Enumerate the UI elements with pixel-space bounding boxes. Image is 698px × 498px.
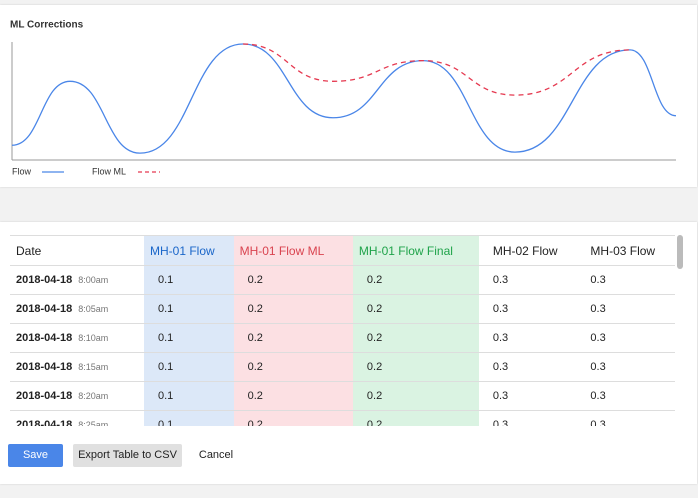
date: 2018-04-18 [16, 361, 73, 373]
time: 8:15am [78, 362, 109, 372]
table-row: 2018-04-18 8:00am 0.1 0.2 0.2 0.3 0.3 [10, 265, 675, 295]
date-cell: 2018-04-18 8:15am [10, 352, 144, 382]
value-cell: 0.3 [576, 352, 675, 382]
time: 8:10am [78, 333, 109, 343]
date-cell: 2018-04-18 8:10am [10, 323, 144, 353]
time: 8:25am [78, 420, 109, 426]
value-cell: 0.3 [576, 410, 675, 426]
value-cell: 0.2 [233, 381, 353, 411]
time: 8:05am [78, 304, 109, 314]
value-cell: 0.2 [352, 381, 479, 411]
table-row: 2018-04-18 8:15am 0.1 0.2 0.2 0.3 0.3 [10, 352, 675, 382]
table-row: 2018-04-18 8:05am 0.1 0.2 0.2 0.3 0.3 [10, 294, 675, 324]
column-header: Date [10, 235, 144, 266]
date-cell: 2018-04-18 8:20am [10, 381, 144, 411]
legend-label: Flow ML [92, 166, 126, 176]
time: 8:20am [78, 391, 109, 401]
column-header: MH-01 Flow [143, 235, 234, 266]
value-cell: 0.3 [576, 381, 675, 411]
line-series [11, 43, 677, 154]
value-cell: 0.1 [143, 410, 234, 426]
value-cell: 0.3 [478, 294, 577, 324]
date-cell: 2018-04-18 8:25am [10, 410, 144, 426]
date-cell: 2018-04-18 8:05am [10, 294, 144, 324]
table-card: Date MH-01 Flow MH-01 Flow ML MH-01 Flow Fi… [0, 222, 697, 484]
date: 2018-04-18 [16, 274, 73, 286]
value-cell: 0.2 [352, 410, 479, 426]
value-cell: 0.3 [478, 323, 577, 353]
table-row: 2018-04-18 8:20am 0.1 0.2 0.2 0.3 0.3 [10, 381, 675, 411]
chart: ML Corrections Flow Flow ML [10, 20, 677, 176]
cancel-button[interactable]: Cancel [198, 449, 234, 461]
value-cell: 0.2 [352, 265, 479, 295]
value-cell: 0.1 [143, 352, 234, 382]
value-cell: 0.2 [233, 294, 353, 324]
date-cell: 2018-04-18 8:00am [10, 265, 144, 295]
data-table: Date MH-01 Flow MH-01 Flow ML MH-01 Flow Fi… [10, 235, 675, 426]
value-cell: 0.2 [233, 265, 353, 295]
export-button[interactable]: Export Table to CSV [73, 444, 182, 467]
chart-title: ML Corrections [10, 20, 84, 31]
value-cell: 0.2 [352, 323, 479, 353]
table-row: 2018-04-18 8:10am 0.1 0.2 0.2 0.3 0.3 [10, 323, 675, 353]
time: 8:00am [78, 275, 109, 285]
value-cell: 0.3 [576, 323, 675, 353]
scrollbar [677, 235, 683, 269]
value-cell: 0.2 [233, 323, 353, 353]
date: 2018-04-18 [16, 419, 73, 426]
value-cell: 0.3 [478, 410, 577, 426]
legend-label: Flow [12, 166, 32, 176]
value-cell: 0.3 [576, 265, 675, 295]
table-row: 2018-04-18 8:25am 0.1 0.2 0.2 0.3 0.3 [10, 410, 675, 426]
value-cell: 0.2 [352, 294, 479, 324]
value-cell: 0.2 [352, 352, 479, 382]
value-cell: 0.3 [478, 381, 577, 411]
value-cell: 0.1 [143, 265, 234, 295]
column-header: MH-03 Flow [576, 235, 675, 266]
chart-card: ML Corrections Flow Flow ML [0, 5, 697, 187]
value-cell: 0.2 [233, 410, 353, 426]
value-cell: 0.3 [478, 352, 577, 382]
value-cell: 0.3 [576, 294, 675, 324]
value-cell: 0.1 [143, 323, 234, 353]
column-header: MH-01 Flow Final [352, 235, 479, 266]
value-cell: 0.3 [478, 265, 577, 295]
table-scroll: Date MH-01 Flow MH-01 Flow ML MH-01 Flow Fi… [10, 235, 677, 426]
date: 2018-04-18 [16, 332, 73, 344]
line-series [242, 43, 631, 96]
value-cell: 0.1 [143, 294, 234, 324]
value-cell: 0.1 [143, 381, 234, 411]
column-header: MH-01 Flow ML [233, 235, 353, 266]
date: 2018-04-18 [16, 390, 73, 402]
column-header: MH-02 Flow [478, 235, 577, 266]
value-cell: 0.2 [233, 352, 353, 382]
save-button[interactable]: Save [8, 444, 63, 467]
date: 2018-04-18 [16, 303, 73, 315]
